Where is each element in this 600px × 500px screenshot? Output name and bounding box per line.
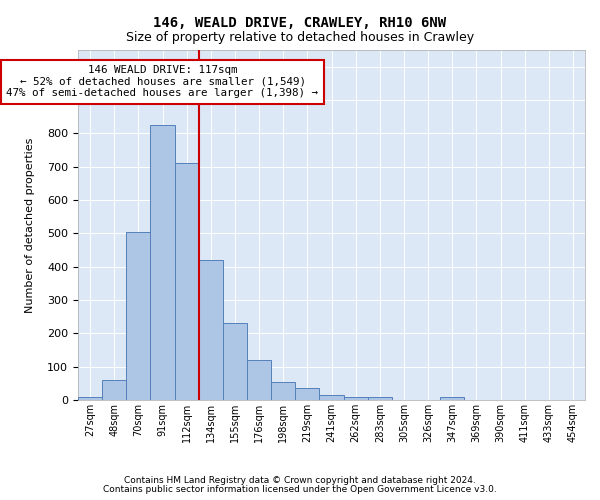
Bar [102, 380, 126, 400]
Bar [344, 396, 368, 400]
Bar [368, 396, 392, 400]
Bar [78, 398, 102, 400]
Bar [126, 232, 151, 400]
Text: Contains HM Land Registry data © Crown copyright and database right 2024.: Contains HM Land Registry data © Crown c… [124, 476, 476, 485]
Bar [175, 164, 199, 400]
Bar [247, 360, 271, 400]
Bar [151, 125, 175, 400]
Bar [295, 388, 319, 400]
Bar [223, 324, 247, 400]
Bar [319, 395, 344, 400]
Y-axis label: Number of detached properties: Number of detached properties [25, 138, 35, 312]
Bar [199, 260, 223, 400]
Bar [440, 396, 464, 400]
Text: Contains public sector information licensed under the Open Government Licence v3: Contains public sector information licen… [103, 485, 497, 494]
Text: 146 WEALD DRIVE: 117sqm
← 52% of detached houses are smaller (1,549)
47% of semi: 146 WEALD DRIVE: 117sqm ← 52% of detache… [7, 65, 319, 98]
Bar [271, 382, 295, 400]
Text: Size of property relative to detached houses in Crawley: Size of property relative to detached ho… [126, 31, 474, 44]
Text: 146, WEALD DRIVE, CRAWLEY, RH10 6NW: 146, WEALD DRIVE, CRAWLEY, RH10 6NW [154, 16, 446, 30]
